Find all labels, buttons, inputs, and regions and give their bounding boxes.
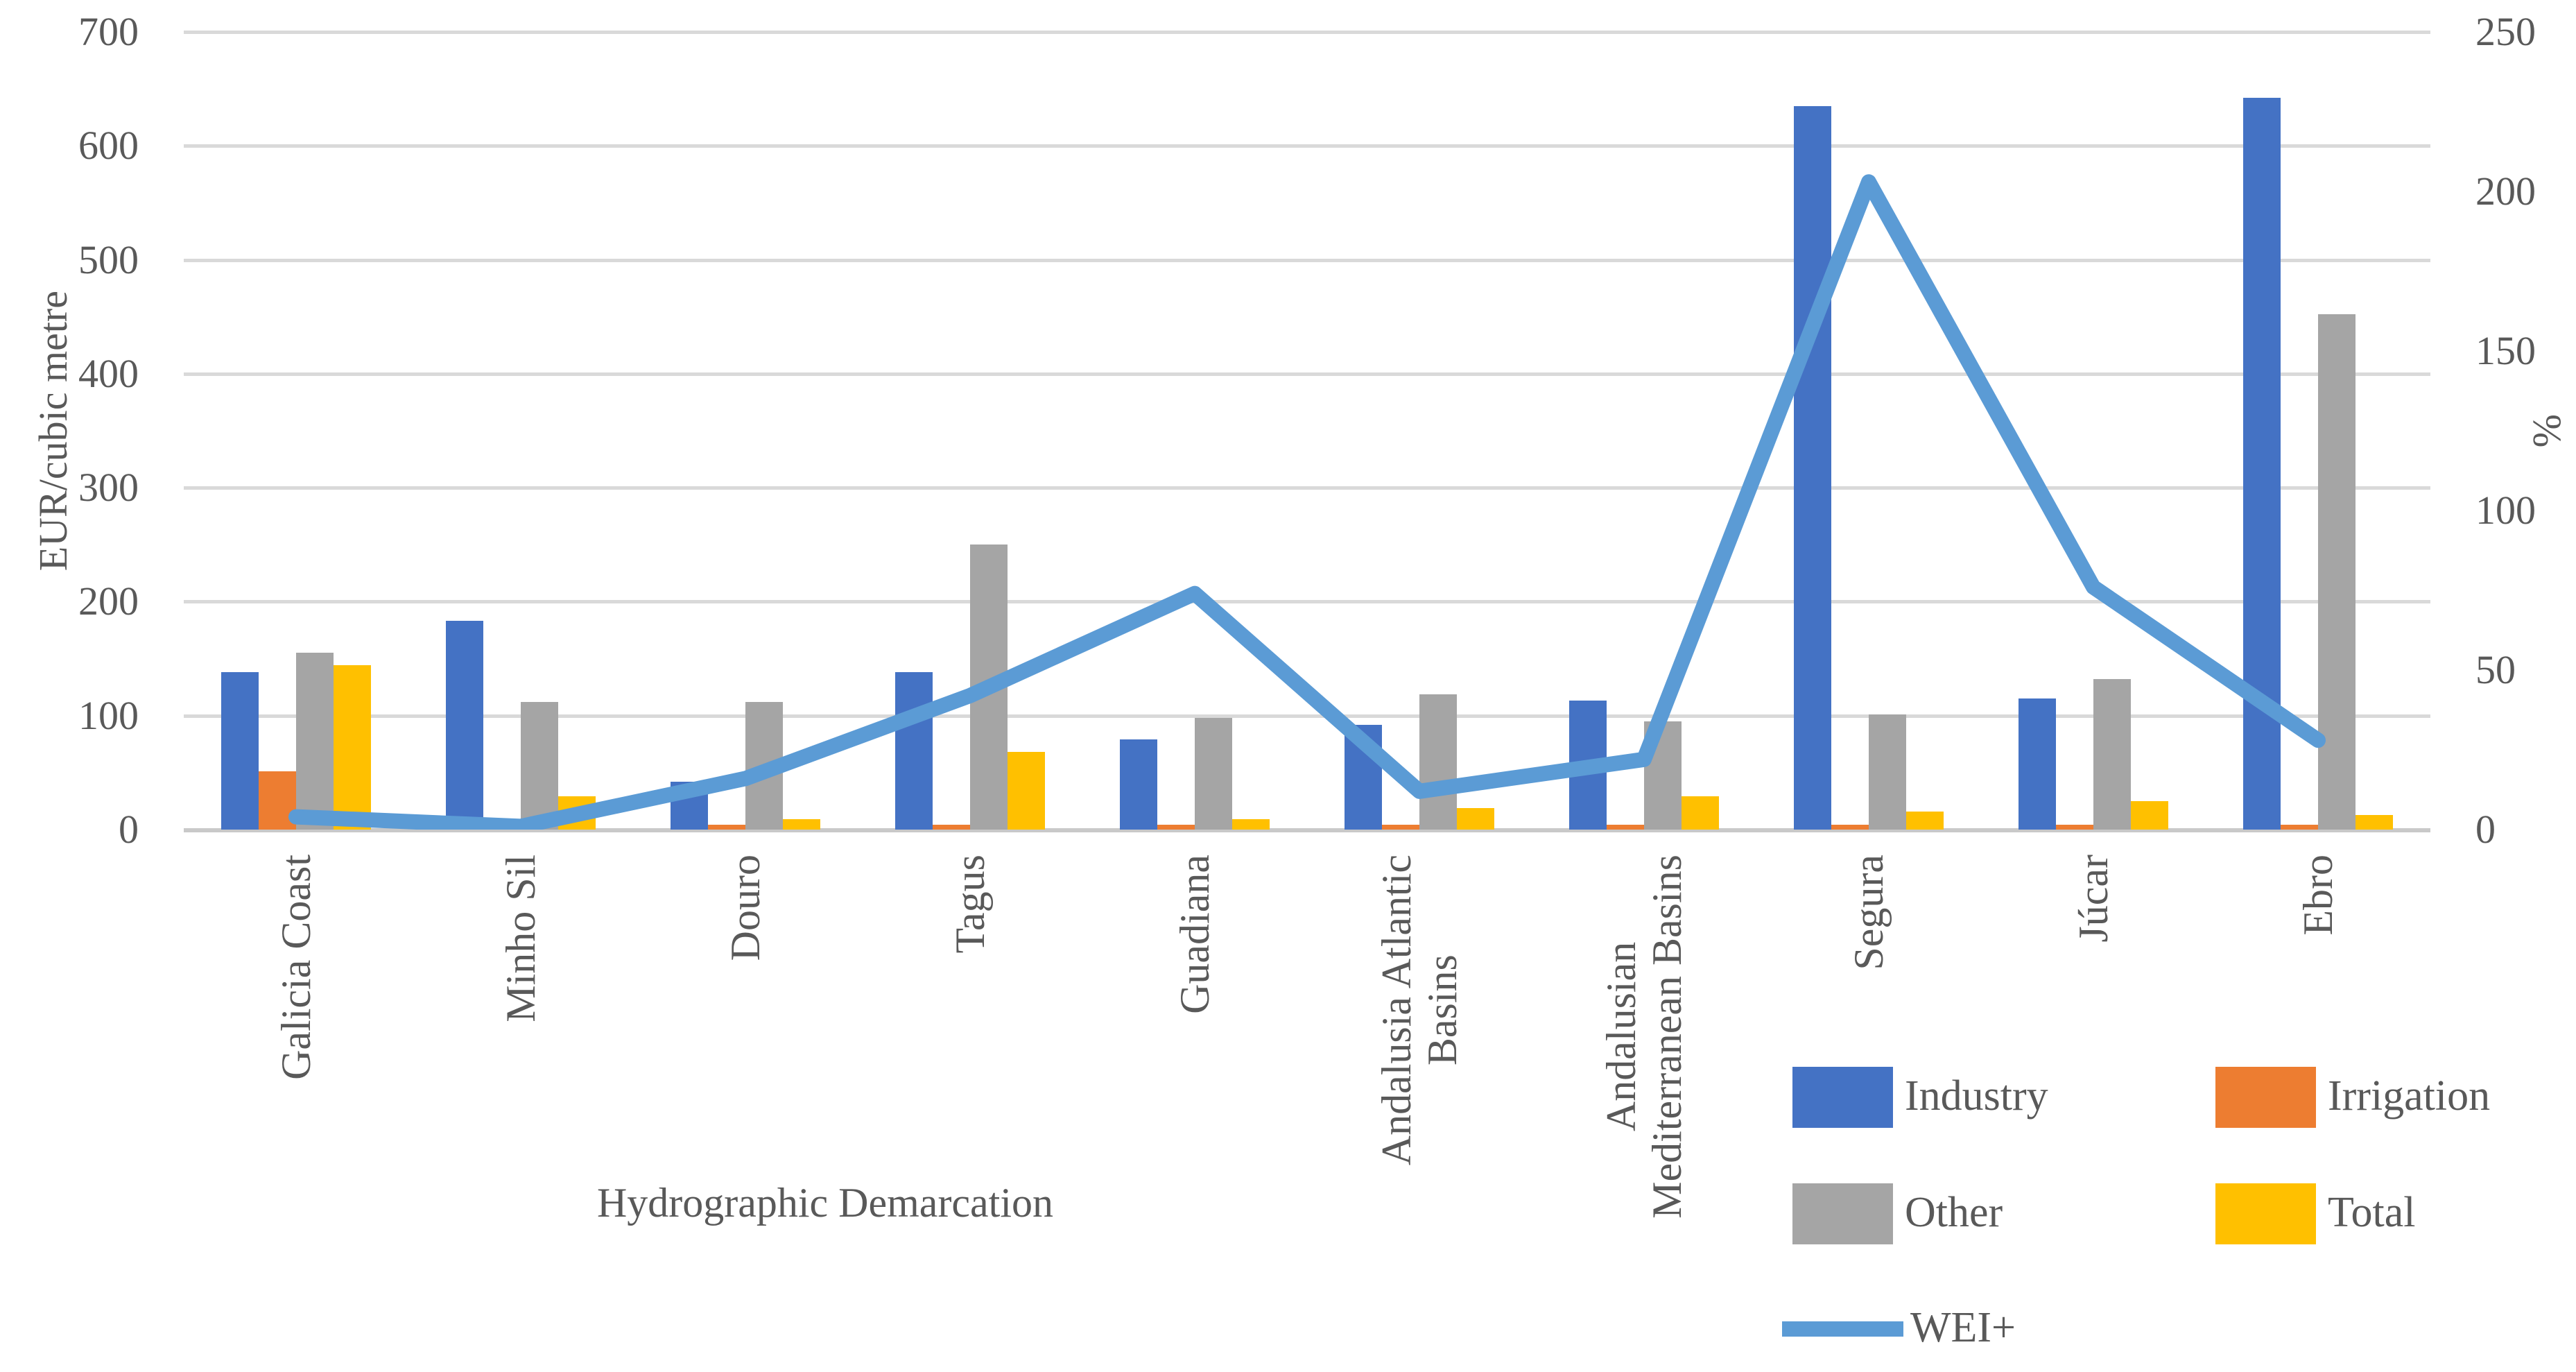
legend-label-total: Total (2328, 1189, 2416, 1236)
gridline (184, 31, 2430, 34)
legend-label-irrigation: Irrigation (2328, 1072, 2491, 1120)
left-tick-300: 300 (78, 465, 139, 511)
bar-total-andalusia-atlantic-basins (1457, 807, 1494, 830)
bar-total-galicia-coast (334, 665, 371, 830)
gridline (184, 714, 2430, 718)
bar-other-galicia-coast (296, 653, 334, 830)
left-axis-title: EUR/cubic metre (30, 290, 76, 572)
left-tick-0: 0 (119, 807, 139, 852)
right-tick-50: 50 (2475, 647, 2516, 692)
bar-irrigation-andalusia-atlantic-basins (1382, 825, 1419, 830)
gridline (184, 486, 2430, 490)
bar-irrigation-guadiana (1157, 825, 1195, 830)
category-label-douro: Douro (723, 855, 768, 961)
category-label-guadiana: Guadiana (1172, 855, 1218, 1014)
bar-total-j-car (2131, 800, 2168, 830)
right-tick-100: 100 (2475, 488, 2536, 533)
category-label-andalusia-atlantic-basins: Andalusia Atlantic Basins (1374, 855, 1465, 1166)
legend-swatch-total (2215, 1183, 2316, 1244)
right-axis-title: % (2524, 413, 2569, 448)
right-tick-200: 200 (2475, 169, 2536, 214)
x-axis-title: Hydrographic Demarcation (596, 1180, 1054, 1226)
legend-label-wei: WEI+ (1910, 1304, 2016, 1351)
bar-other-andalusia-atlantic-basins (1419, 694, 1457, 830)
bar-total-segura (1906, 811, 1944, 830)
bar-industry-minho-sil (446, 621, 483, 830)
bar-total-andalusian-mediterranean-basins (1682, 796, 1719, 830)
bar-irrigation-j-car (2056, 825, 2093, 830)
gridline (184, 600, 2430, 604)
gridline (184, 372, 2430, 376)
left-tick-700: 700 (78, 9, 139, 54)
wei-line (288, 174, 2326, 830)
bar-total-tagus (1008, 752, 1045, 830)
bar-other-minho-sil (521, 702, 558, 830)
category-label-j-car: Júcar (2071, 855, 2116, 943)
bar-industry-segura (1794, 105, 1831, 830)
legend-swatch-irrigation (2215, 1067, 2316, 1128)
left-tick-400: 400 (78, 350, 139, 396)
bar-total-ebro (2355, 814, 2393, 830)
bar-total-douro (783, 819, 820, 830)
legend-label-other: Other (1905, 1189, 2003, 1236)
right-tick-150: 150 (2475, 328, 2536, 373)
bar-other-guadiana (1195, 718, 1232, 830)
left-tick-200: 200 (78, 578, 139, 624)
bar-industry-tagus (895, 672, 933, 830)
bar-irrigation-tagus (933, 825, 970, 830)
x-axis-line (184, 828, 2430, 832)
legend-label-industry: Industry (1905, 1072, 2048, 1120)
left-tick-500: 500 (78, 237, 139, 282)
bar-other-segura (1869, 714, 1906, 830)
legend-swatch-other (1792, 1183, 1893, 1244)
left-tick-100: 100 (78, 692, 139, 738)
category-label-ebro: Ebro (2295, 855, 2341, 936)
legend-swatch-industry (1792, 1067, 1893, 1128)
bar-irrigation-segura (1831, 825, 1869, 830)
bar-industry-galicia-coast (221, 672, 259, 830)
category-label-galicia-coast: Galicia Coast (273, 855, 319, 1080)
bar-irrigation-andalusian-mediterranean-basins (1607, 825, 1644, 830)
gridline (184, 258, 2430, 262)
legend-swatch-wei (1782, 1321, 1903, 1337)
left-tick-600: 600 (78, 123, 139, 169)
category-label-segura: Segura (1846, 855, 1892, 970)
bar-total-guadiana (1232, 819, 1270, 830)
bar-industry-guadiana (1120, 739, 1157, 830)
bar-irrigation-douro (708, 825, 745, 830)
bar-industry-j-car (2019, 698, 2056, 830)
right-tick-250: 250 (2475, 9, 2536, 54)
category-label-andalusian-mediterranean-basins: Andalusian Mediterranean Basins (1598, 855, 1690, 1219)
right-tick-0: 0 (2475, 807, 2496, 852)
category-label-minho-sil: Minho Sil (498, 855, 544, 1022)
category-label-tagus: Tagus (947, 855, 993, 954)
bar-irrigation-ebro (2281, 825, 2318, 830)
gridline (184, 144, 2430, 148)
bar-other-j-car (2093, 679, 2131, 830)
wei-line-layer (288, 174, 2326, 830)
